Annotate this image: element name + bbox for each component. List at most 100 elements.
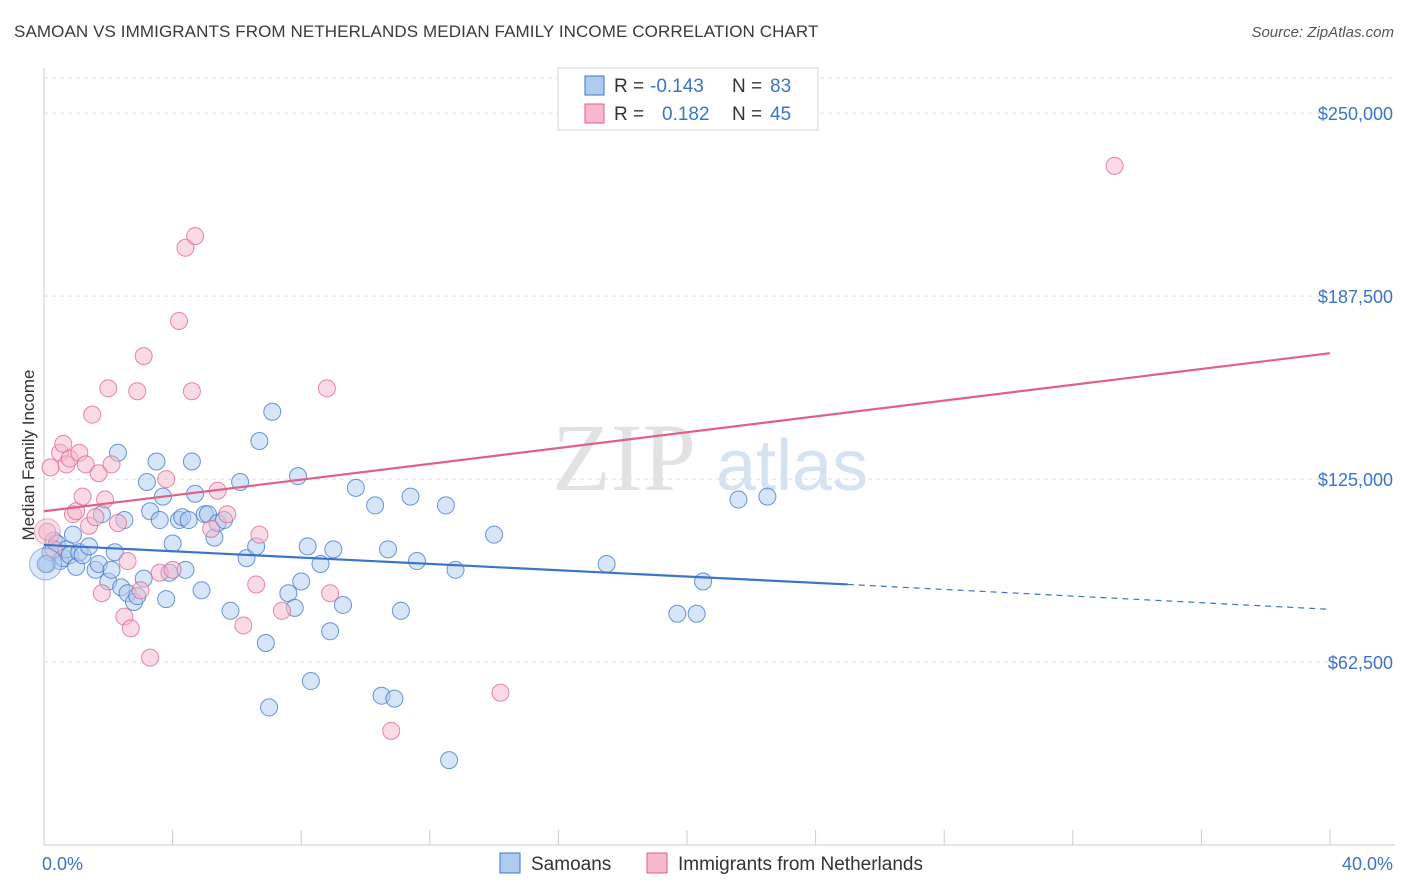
samoans-point xyxy=(157,590,176,609)
netherlands-point xyxy=(118,552,137,571)
legend: R = -0.143 N = 83 R = 0.182 N = 45 xyxy=(557,67,819,131)
netherlands-point xyxy=(250,525,269,544)
y-tick-label: $62,500 xyxy=(1328,653,1393,673)
trend-lines xyxy=(43,352,1331,610)
samoans-cluster-point xyxy=(29,547,63,581)
netherlands-point xyxy=(234,616,253,635)
chart-source: Source: ZipAtlas.com xyxy=(1251,24,1394,41)
samoans-point xyxy=(301,672,320,691)
samoans-point xyxy=(687,604,706,623)
samoans-point xyxy=(137,472,156,491)
samoans-point xyxy=(321,622,340,641)
netherlands-point xyxy=(89,464,108,483)
samoans-point xyxy=(436,496,455,515)
samoans-point xyxy=(333,595,352,614)
samoans-point xyxy=(63,525,82,544)
y-tick-label: $187,500 xyxy=(1318,287,1393,307)
samoans-point xyxy=(407,552,426,571)
netherlands-point xyxy=(170,311,189,330)
bottom-legend-netherlands: Immigrants from Netherlands xyxy=(678,854,923,875)
netherlands-point xyxy=(41,458,60,477)
netherlands-point xyxy=(491,683,510,702)
watermark-zip: ZIP xyxy=(552,404,696,511)
x-tick-labels: 0.0% 40.0% xyxy=(42,854,1393,874)
samoans-point xyxy=(346,478,365,497)
netherlands-point xyxy=(76,455,95,474)
samoans-point xyxy=(192,581,211,600)
y-tick-label: $250,000 xyxy=(1318,104,1393,124)
netherlands-point xyxy=(218,505,237,524)
netherlands-point xyxy=(186,227,205,246)
netherlands-point xyxy=(202,519,221,538)
netherlands-point xyxy=(134,347,153,366)
x-tick-label: 0.0% xyxy=(42,854,83,874)
netherlands-point xyxy=(38,522,57,541)
netherlands-cluster-point xyxy=(33,518,61,546)
x-tick-label: 40.0% xyxy=(1342,854,1393,874)
samoans-point xyxy=(179,511,198,530)
samoans-point xyxy=(147,452,166,471)
samoans-point xyxy=(288,467,307,486)
netherlands-point xyxy=(382,721,401,740)
legend-r-label-2: R = xyxy=(614,104,644,125)
chart-title: SAMOAN VS IMMIGRANTS FROM NETHERLANDS ME… xyxy=(14,22,819,41)
axes xyxy=(43,68,1395,846)
samoans-point xyxy=(292,572,311,591)
legend-n-label-2: N = xyxy=(732,104,762,125)
samoans-point xyxy=(668,604,687,623)
samoans-point xyxy=(379,540,398,559)
legend-r-label-1: R = xyxy=(614,76,644,97)
netherlands-point xyxy=(182,382,201,401)
netherlands-point xyxy=(247,575,266,594)
samoans-point xyxy=(263,402,282,421)
samoans-point xyxy=(440,751,459,770)
legend-n-value-2: 45 xyxy=(770,104,791,125)
samoans-point xyxy=(102,560,121,579)
netherlands-point xyxy=(73,487,92,506)
netherlands-point xyxy=(108,513,127,532)
samoans-point xyxy=(182,452,201,471)
legend-swatch-samoans xyxy=(584,75,605,96)
netherlands-point xyxy=(321,584,340,603)
samoans-point xyxy=(366,496,385,515)
samoans-point xyxy=(298,537,317,556)
bottom-legend-samoans: Samoans xyxy=(531,854,611,875)
netherlands-point xyxy=(121,619,140,638)
samoans-point xyxy=(324,540,343,559)
netherlands-point xyxy=(99,379,118,398)
netherlands-point xyxy=(102,455,121,474)
netherlands-point xyxy=(176,238,195,257)
bottom-legend-swatch-netherlands xyxy=(646,852,668,874)
netherlands-point xyxy=(157,470,176,489)
bottom-legend: Samoans Immigrants from Netherlands xyxy=(499,852,923,875)
netherlands-point xyxy=(272,601,291,620)
netherlands-point xyxy=(86,508,105,527)
samoans-point xyxy=(401,487,420,506)
samoans-point xyxy=(485,525,504,544)
samoans-point xyxy=(260,698,279,717)
netherlands-point xyxy=(317,379,336,398)
netherlands-trend-line xyxy=(43,352,1331,513)
legend-r-value-1: -0.143 xyxy=(650,76,704,97)
netherlands-point xyxy=(92,584,111,603)
samoans-point xyxy=(256,634,275,653)
watermark: ZIP atlas xyxy=(552,404,868,511)
legend-n-label-1: N = xyxy=(732,76,762,97)
samoans-point xyxy=(163,534,182,553)
bottom-legend-swatch-samoans xyxy=(499,852,521,874)
samoans-point xyxy=(597,554,616,573)
samoans-point xyxy=(150,511,169,530)
samoans-point xyxy=(729,490,748,509)
netherlands-point xyxy=(163,560,182,579)
y-tick-label: $125,000 xyxy=(1318,470,1393,490)
data-points xyxy=(29,156,1124,770)
y-tick-labels: $62,500 $125,000 $187,500 $250,000 xyxy=(1318,104,1393,673)
netherlands-point xyxy=(128,382,147,401)
legend-swatch-netherlands xyxy=(584,103,605,124)
samoans-point xyxy=(36,554,55,573)
samoans-point xyxy=(758,487,777,506)
samoans-point xyxy=(694,572,713,591)
netherlands-point xyxy=(1105,156,1124,175)
samoans-point xyxy=(391,601,410,620)
